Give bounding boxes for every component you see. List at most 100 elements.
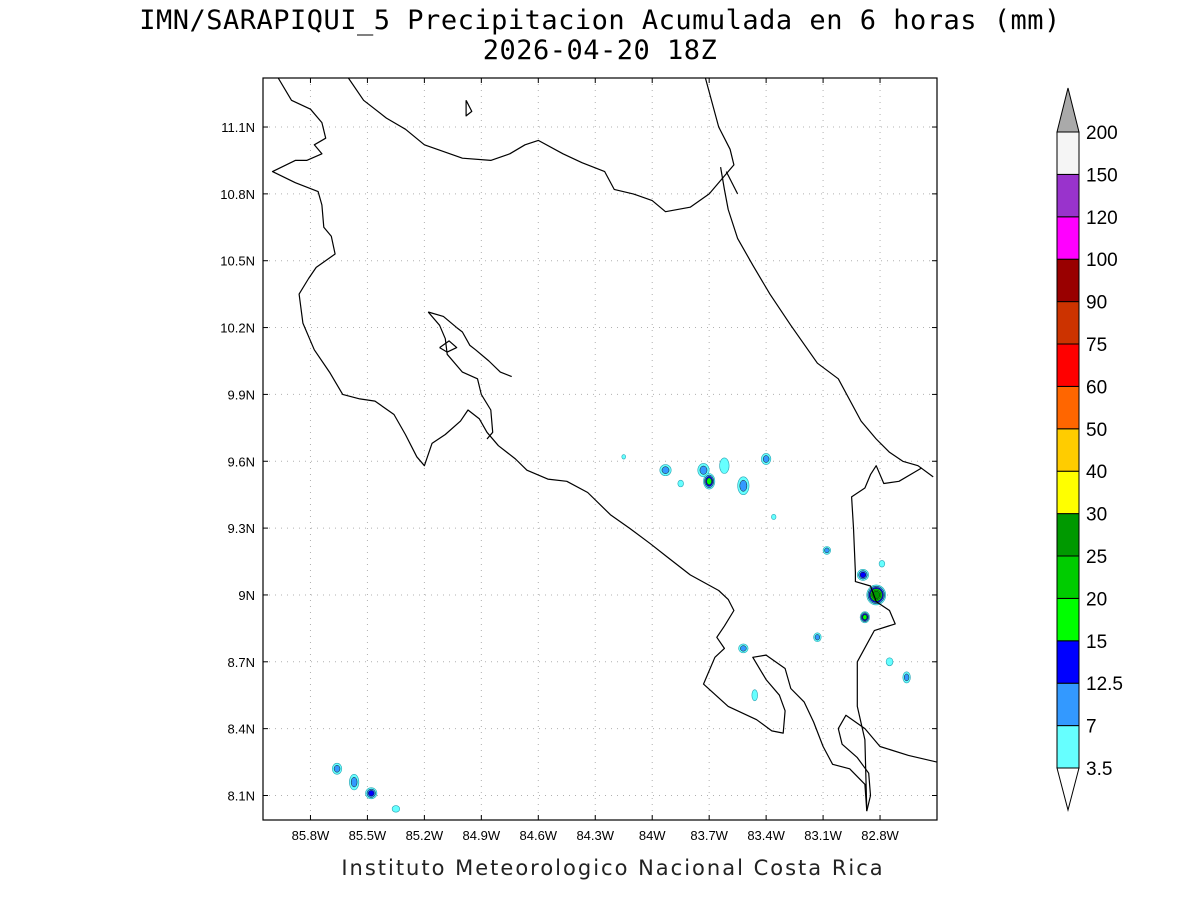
colorbar-swatch (1056, 555, 1080, 599)
precip-cell (365, 787, 378, 800)
precip-contour (824, 547, 830, 554)
precip-contour (751, 689, 758, 702)
y-tick-label: 10.2N (220, 321, 255, 336)
precip-contour (885, 657, 894, 667)
x-tick-label: 84.6W (520, 828, 558, 843)
precip-contour (368, 790, 375, 797)
colorbar-label: 120 (1086, 208, 1118, 229)
longitude-axis: 85.8W 85.5W 85.2W 84.9W 84.6W 84.3W 84W 83.7W 83… (292, 78, 900, 843)
x-tick-label: 83.4W (747, 828, 785, 843)
precip-cell (737, 476, 750, 495)
y-tick-label: 9.6N (228, 454, 255, 469)
precip-contour (762, 455, 770, 463)
precip-cell (859, 611, 870, 624)
y-tick-label: 9N (238, 588, 255, 603)
coastline-layer (271, 78, 937, 812)
x-tick-label: 84W (639, 828, 666, 843)
coastline (271, 78, 868, 812)
precip-contour (740, 645, 747, 652)
footer-credit: Instituto Meteorologico Nacional Costa R… (341, 856, 885, 880)
precip-contour (739, 479, 748, 492)
precip-contour (391, 805, 400, 813)
colorbar-label: 12.5 (1086, 674, 1123, 695)
precip-contour (699, 465, 708, 475)
precip-cell (771, 513, 777, 520)
y-tick-label: 10.8N (220, 187, 255, 202)
map-timestamp: 2026-04-20 18Z (482, 35, 718, 66)
colorbar-label: 7 (1086, 717, 1097, 738)
coastline (427, 311, 494, 440)
colorbar-top-arrow (1056, 87, 1080, 133)
coastline (725, 171, 739, 195)
precip-cell (697, 463, 710, 478)
precip-cell (331, 762, 343, 775)
x-tick-label: 84.3W (576, 828, 614, 843)
colorbar-label: 40 (1086, 462, 1107, 483)
colorbar-swatch (1056, 428, 1080, 472)
colorbar-label: 90 (1086, 293, 1107, 314)
colorbar-swatch (1056, 597, 1080, 642)
colorbar-label: 75 (1086, 335, 1107, 356)
colorbar-swatch (1056, 640, 1080, 684)
y-tick-label: 9.3N (228, 521, 255, 536)
x-tick-label: 83.1W (804, 828, 842, 843)
precip-cell (885, 657, 894, 667)
colorbar-label: 15 (1086, 632, 1107, 653)
latitude-axis: 11.1N 10.8N 10.5N 10.2N 9.9N 9.6N 9.3N 9N 8.7N 8.… (220, 120, 937, 803)
colorbar-label: 25 (1086, 547, 1107, 568)
precip-cell (738, 643, 749, 654)
precip-contour (706, 477, 712, 485)
x-tick-label: 84.9W (463, 828, 501, 843)
colorbar-label: 30 (1086, 505, 1107, 526)
map-title: IMN/SARAPIQUI_5 Precipitacion Acumulada … (139, 5, 1061, 36)
colorbar-label: 50 (1086, 420, 1107, 441)
colorbar-label: 100 (1086, 250, 1118, 271)
x-tick-label: 82.8W (861, 828, 899, 843)
coastline (837, 714, 937, 812)
x-tick-label: 83.7W (690, 828, 728, 843)
map-frame (262, 77, 938, 821)
precip-cell (902, 671, 911, 684)
precip-contour (661, 466, 670, 474)
colorbar-swatch (1056, 725, 1080, 769)
precip-contour (771, 513, 777, 520)
colorbar-swatch (1056, 131, 1080, 175)
precip-cell (719, 457, 730, 474)
colorbar-label: 20 (1086, 589, 1107, 610)
colorbar-swatch (1056, 216, 1080, 260)
coastline (439, 340, 458, 353)
precip-contour (350, 776, 358, 788)
y-tick-label: 10.5N (220, 254, 255, 269)
precip-cell (813, 632, 822, 643)
precip-cell (751, 689, 758, 702)
colorbar-label: 60 (1086, 377, 1107, 398)
colorbar-swatch (1056, 301, 1080, 345)
precip-cell (391, 805, 400, 813)
precipitation-field (331, 453, 911, 813)
y-tick-label: 8.4N (228, 722, 255, 737)
colorbar-swatch (1056, 513, 1080, 557)
precip-contour (878, 560, 886, 568)
precip-cell (761, 453, 772, 465)
y-tick-label: 8.7N (228, 655, 255, 670)
x-tick-label: 85.2W (406, 828, 444, 843)
grid-lines (263, 78, 937, 820)
precip-contour (333, 765, 341, 773)
precip-cell (677, 479, 684, 488)
precip-cell (349, 774, 360, 791)
colorbar-label: 3.5 (1086, 759, 1112, 780)
colorbar-swatch (1056, 682, 1080, 727)
x-tick-label: 85.8W (292, 828, 330, 843)
coastline (347, 78, 735, 213)
colorbar-swatch (1056, 173, 1080, 218)
coastline (465, 100, 473, 117)
y-tick-label: 8.1N (228, 788, 255, 803)
colorbar-swatch (1056, 385, 1080, 430)
coastline (720, 166, 934, 478)
colorbar: 3.5 7 12.5 15 20 25 30 40 50 60 75 90 100 120 150 200 (1056, 87, 1123, 812)
map-frame-bg (263, 78, 937, 820)
precip-contour (621, 454, 626, 460)
x-tick-label: 85.5W (349, 828, 387, 843)
colorbar-swatch (1056, 258, 1080, 303)
